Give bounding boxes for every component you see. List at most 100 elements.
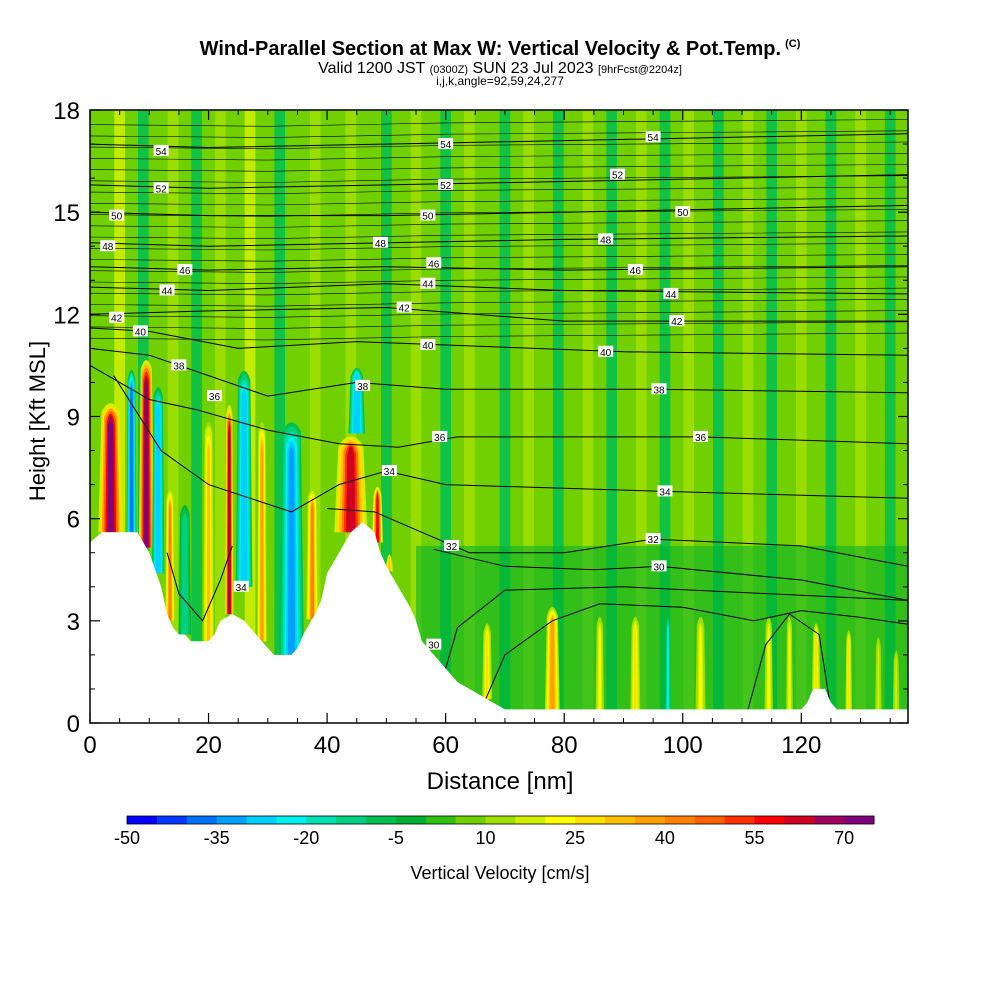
contour-label: 44 (420, 277, 436, 291)
velocity-cell (667, 626, 669, 710)
velocity-cell (788, 626, 791, 710)
theta-contour-minor (90, 299, 908, 307)
svg-text:40: 40 (422, 341, 434, 352)
velocity-streak (582, 110, 594, 723)
svg-text:42: 42 (399, 304, 411, 315)
contour-label: 30 (651, 560, 667, 573)
contour-label: 40 (420, 338, 436, 352)
svg-text:44: 44 (422, 280, 434, 291)
theta-contour (90, 266, 908, 271)
x-axis-label: Distance [nm] (426, 768, 574, 795)
svg-text:40: 40 (600, 348, 612, 359)
colorbar-frame (126, 815, 875, 825)
svg-text:52: 52 (156, 184, 168, 195)
svg-text:46: 46 (179, 266, 191, 277)
contour-label: 52 (153, 182, 169, 195)
theta-contour-minor (90, 130, 908, 138)
velocity-streak (795, 110, 807, 723)
contour-label: 32 (444, 539, 460, 553)
colorbar-tick-label: 25 (565, 828, 585, 848)
velocity-cell (485, 631, 489, 700)
colorbar-swatch (425, 816, 457, 824)
colorbar-swatch (814, 816, 845, 824)
colorbar-swatch (336, 816, 367, 824)
chart-subtitle-indices: i,j,k,angle=92,59,24,277 (436, 74, 564, 88)
theta-contour (433, 586, 908, 710)
svg-text:34: 34 (236, 583, 248, 594)
svg-text:34: 34 (659, 487, 671, 498)
contour-label: 40 (598, 345, 614, 359)
colorbar-swatch (605, 816, 636, 824)
svg-text:54: 54 (156, 147, 168, 158)
svg-text:54: 54 (440, 140, 452, 151)
chart-title: Wind-Parallel Section at Max W: Vertical… (199, 38, 801, 60)
velocity-streak (606, 110, 617, 723)
x-tick-label: 80 (551, 732, 578, 759)
velocity-streak (381, 110, 392, 723)
svg-text:40: 40 (135, 327, 147, 338)
svg-text:50: 50 (111, 212, 123, 223)
velocity-streak (742, 110, 754, 723)
y-tick-label: 9 (67, 405, 80, 432)
x-tick-label: 120 (781, 732, 821, 759)
velocity-cell (310, 501, 315, 620)
svg-text:34: 34 (384, 467, 396, 478)
contour-label: 50 (675, 206, 691, 219)
colorbar-label: Vertical Velocity [cm/s] (410, 863, 590, 883)
velocity-streak (766, 110, 778, 723)
colorbar-tick-label: -35 (204, 828, 230, 848)
y-tick-label: 12 (53, 302, 80, 329)
velocity-cell (287, 446, 296, 655)
colorbar-swatch (664, 816, 696, 824)
svg-text:52: 52 (612, 171, 624, 182)
theta-contour-minor (90, 220, 908, 228)
velocity-streak (309, 110, 321, 723)
velocity-field (90, 110, 908, 723)
svg-text:48: 48 (600, 235, 612, 246)
contour-label: 42 (669, 315, 685, 328)
theta-contour (90, 327, 908, 356)
contour-label: 38 (355, 379, 371, 393)
theta-contour (90, 364, 908, 448)
colorbar-swatch (127, 816, 158, 824)
colorbar-swatch (724, 816, 755, 824)
contour-label: 50 (109, 209, 125, 223)
velocity-cell (633, 626, 637, 710)
x-tick-label: 20 (195, 732, 222, 759)
svg-text:50: 50 (422, 212, 434, 223)
theta-contour-minor (90, 332, 908, 341)
colorbar-tick-label: 70 (834, 828, 854, 848)
svg-text:36: 36 (434, 433, 446, 444)
theta-contour (480, 603, 908, 710)
colorbar-tick-label: 55 (744, 828, 764, 848)
theta-contours (90, 119, 908, 710)
svg-text:38: 38 (173, 361, 185, 372)
x-tick-label: 60 (432, 732, 459, 759)
velocity-cell (156, 406, 160, 574)
x-tick-label: 0 (83, 732, 96, 759)
velocity-cell (130, 386, 133, 533)
contour-label: 46 (426, 257, 442, 270)
contour-label: 42 (396, 301, 412, 315)
theta-contour (90, 347, 908, 397)
terrain (90, 522, 908, 723)
velocity-streak (410, 110, 422, 723)
theta-contour-minor (90, 164, 908, 172)
svg-text:44: 44 (161, 286, 173, 297)
chart-subtitle: Valid 1200 JST (0300Z) SUN 23 Jul 2023 [… (318, 60, 682, 77)
svg-text:38: 38 (653, 385, 665, 396)
colorbar-swatch (634, 816, 666, 824)
velocity-cell (895, 656, 898, 710)
velocity-cell (847, 638, 850, 710)
theta-contour-minor (90, 119, 908, 127)
velocity-cell (814, 630, 818, 689)
velocity-cell (375, 492, 380, 543)
x-tick-label: 100 (663, 732, 703, 759)
theta-contour-minor (90, 231, 908, 240)
velocity-cell (598, 626, 601, 710)
y-tick-label: 3 (67, 609, 80, 636)
svg-text:36: 36 (695, 433, 707, 444)
theta-contour (90, 174, 908, 189)
colorbar-swatch (485, 816, 516, 824)
